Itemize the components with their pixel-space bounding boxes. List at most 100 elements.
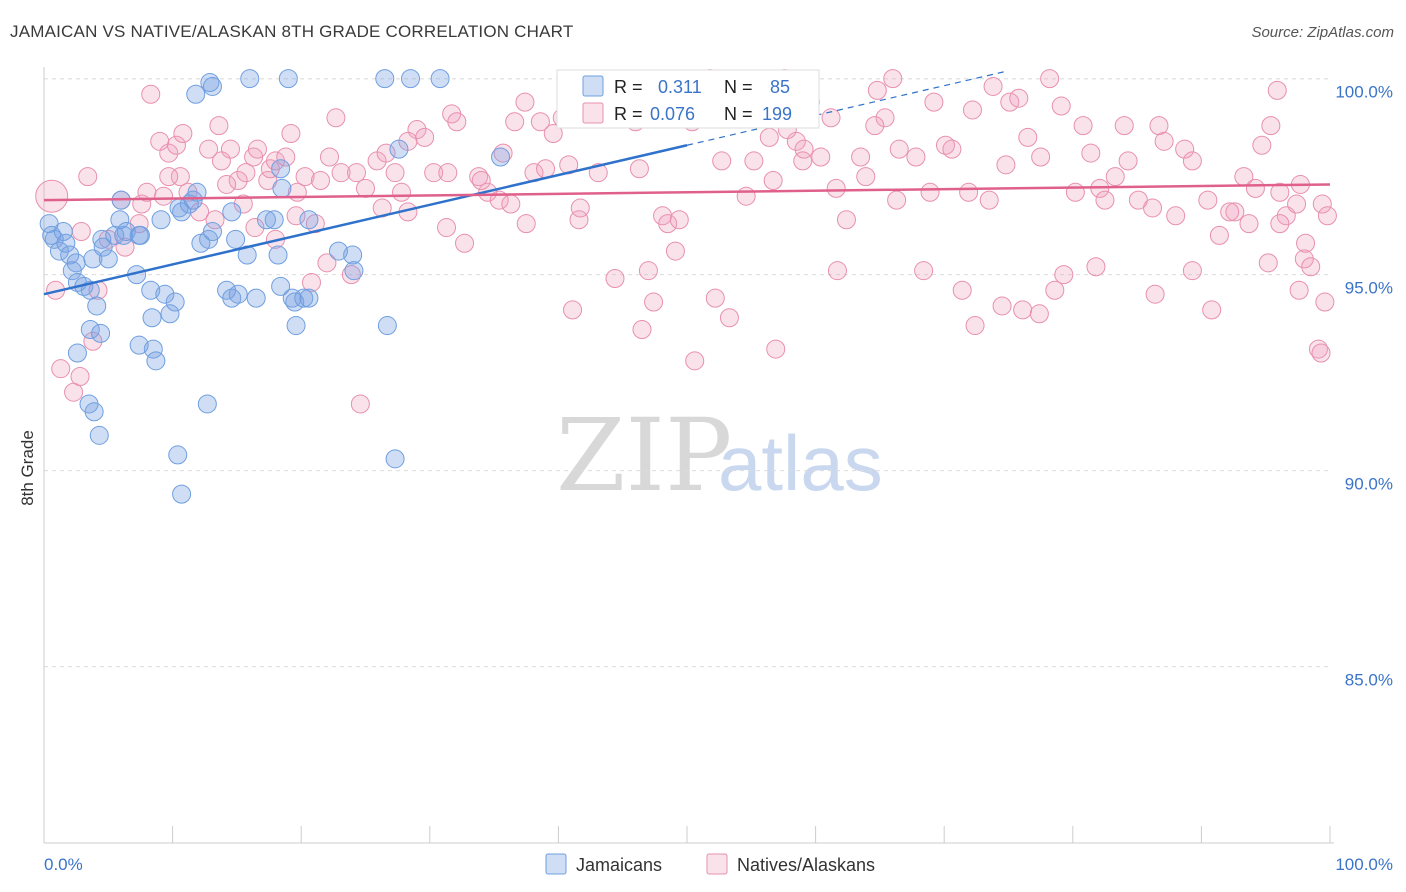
natives-point <box>536 159 556 179</box>
natives-point <box>1051 96 1071 116</box>
jamaicans-point <box>246 288 266 308</box>
chart-title: JAMAICAN VS NATIVE/ALASKAN 8TH GRADE COR… <box>10 22 574 41</box>
jamaicans-point <box>299 288 319 308</box>
natives-point <box>245 218 265 238</box>
natives-point <box>1154 131 1174 151</box>
jamaicans-point <box>129 335 149 355</box>
natives-point <box>543 123 563 143</box>
natives-point <box>827 261 847 281</box>
jamaicans-point <box>165 292 185 312</box>
natives-point <box>1086 257 1106 277</box>
natives-point <box>1143 198 1163 218</box>
natives-point <box>629 159 649 179</box>
jamaicans-point <box>92 229 112 249</box>
natives-point <box>1270 182 1290 202</box>
legend-n-value-1: 199 <box>762 104 792 124</box>
natives-point <box>71 221 91 241</box>
natives-point <box>1296 233 1316 253</box>
natives-point <box>515 92 535 112</box>
natives-point <box>920 182 940 202</box>
legend-bottom-swatch-natives <box>706 853 728 875</box>
natives-point <box>1182 151 1202 171</box>
jamaicans-point <box>89 425 109 445</box>
jamaicans-point <box>53 221 73 241</box>
legend-bottom: Jamaicans Natives/Alaskans <box>545 853 875 875</box>
jamaicans-point <box>66 253 86 273</box>
natives-point <box>685 351 705 371</box>
natives-point <box>319 147 339 167</box>
natives-point <box>906 147 926 167</box>
axes: 100.0% 95.0% 90.0% 85.0% 0.0% 100.0% <box>43 67 1393 874</box>
natives-point <box>1209 225 1229 245</box>
jamaicans-point <box>155 284 175 304</box>
jamaicans-point <box>286 316 306 336</box>
jamaicans-point <box>60 245 80 265</box>
jamaicans-point <box>91 323 111 343</box>
natives-point <box>836 210 856 230</box>
natives-point <box>605 269 625 289</box>
natives-point <box>317 253 337 273</box>
jamaicans-point <box>278 69 298 89</box>
natives-point <box>851 147 871 167</box>
natives-point <box>1270 214 1290 234</box>
natives-point <box>392 182 412 202</box>
natives-point <box>70 367 90 387</box>
natives-point <box>959 182 979 202</box>
natives-point <box>669 210 689 230</box>
natives-point <box>736 186 756 206</box>
natives-point <box>719 308 739 328</box>
y-tick-label: 100.0% <box>1335 83 1393 102</box>
legend-r-value-1: 0.076 <box>650 104 695 124</box>
natives-point <box>376 143 396 163</box>
grid-lines <box>44 78 1330 668</box>
legend-bottom-label-natives: Natives/Alaskans <box>737 855 875 875</box>
natives-point <box>759 127 779 147</box>
natives-point <box>1031 147 1051 167</box>
jamaicans-point <box>67 343 87 363</box>
natives-point <box>209 116 229 136</box>
jamaicans-point <box>84 402 104 422</box>
legend-n-value-0: 85 <box>770 77 790 97</box>
jamaicans-point <box>56 233 76 253</box>
natives-point <box>1013 300 1033 320</box>
natives-point <box>996 155 1016 175</box>
natives-point <box>438 163 458 183</box>
natives-point <box>211 151 231 171</box>
natives-point <box>301 272 321 292</box>
source-label: Source: ZipAtlas.com <box>1251 24 1394 41</box>
natives-point <box>1073 116 1093 136</box>
natives-point <box>141 84 161 104</box>
natives-point <box>83 331 103 351</box>
jamaicans-point <box>197 394 217 414</box>
jamaicans-point <box>110 210 130 230</box>
natives-point <box>1000 92 1020 112</box>
natives-point <box>1198 190 1218 210</box>
natives-point <box>979 190 999 210</box>
natives-point <box>867 80 887 100</box>
jamaicans-point <box>256 210 276 230</box>
natives-point <box>236 163 256 183</box>
jamaicans-point <box>228 284 248 304</box>
natives-point <box>856 167 876 187</box>
legend-r-label-0: R = <box>614 77 643 97</box>
natives-point <box>331 163 351 183</box>
natives-point <box>1009 88 1029 108</box>
natives-point <box>1312 194 1332 214</box>
natives-point <box>763 171 783 191</box>
natives-point <box>1252 135 1272 155</box>
legend-n-label-0: N = <box>724 77 753 97</box>
jamaicans-point <box>491 147 511 167</box>
legend-swatch-jamaicans <box>582 75 604 97</box>
natives-point <box>356 178 375 198</box>
jamaicans-point <box>87 296 107 316</box>
jamaicans-point <box>186 84 206 104</box>
jamaicans-point <box>430 69 450 89</box>
jamaicans-point <box>172 202 192 222</box>
natives-point <box>793 151 813 171</box>
natives-point <box>1258 253 1278 273</box>
natives-point <box>286 206 306 226</box>
jamaicans-point <box>222 202 242 222</box>
jamaicans-point <box>328 241 348 261</box>
natives-point <box>1166 206 1186 226</box>
